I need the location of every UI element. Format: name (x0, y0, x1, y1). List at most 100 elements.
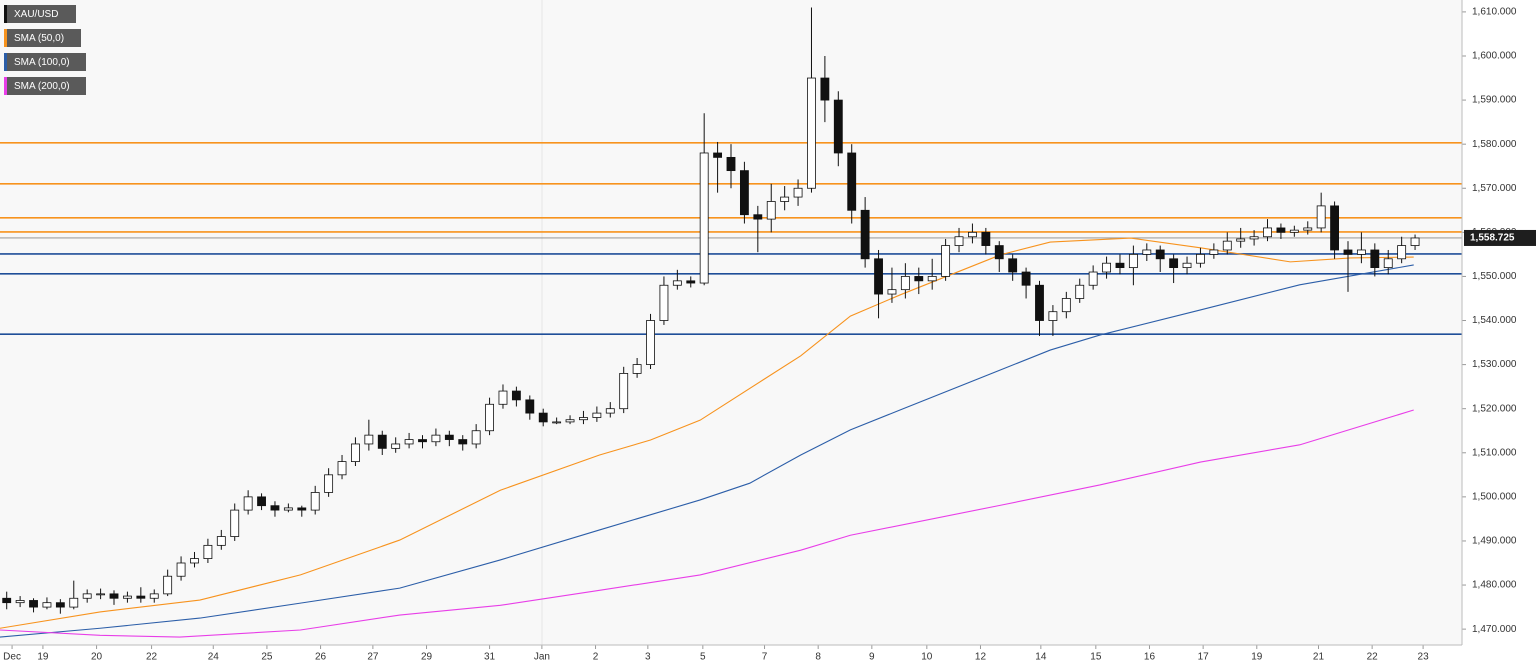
legend-swatch (4, 77, 7, 95)
candle-body (1075, 284, 1085, 299)
x-tick-label: Jan (534, 652, 550, 663)
candle-body (874, 258, 883, 295)
legend-swatch (4, 29, 7, 47)
x-tick-label: 24 (208, 652, 220, 663)
candle-body (1102, 262, 1111, 273)
candle-body (404, 439, 414, 445)
candle-body (927, 276, 937, 282)
candle-body (1196, 253, 1205, 264)
candle-body (1035, 284, 1044, 321)
candle-body (1249, 236, 1259, 240)
legend-box (4, 53, 86, 71)
candle-body (659, 284, 669, 321)
candle-body (981, 231, 991, 246)
last-price-label: 1,558.725 (1470, 233, 1515, 244)
candle-body (29, 600, 38, 608)
y-tick-label: 1,580.000 (1472, 139, 1517, 150)
candle-body (968, 231, 977, 238)
candle-body (552, 421, 562, 424)
legend-box (4, 77, 86, 95)
candle-body (1263, 227, 1272, 238)
x-tick-label: 19 (37, 652, 49, 663)
candle-body (96, 593, 106, 596)
candle-body (1356, 249, 1366, 255)
candle-body (444, 434, 454, 440)
y-tick-label: 1,540.000 (1472, 315, 1517, 326)
candle-body (324, 474, 334, 493)
candle-body (1155, 249, 1165, 260)
candle-body (713, 152, 723, 158)
candle-body (283, 507, 293, 511)
candle-body (914, 276, 924, 282)
candle-body (364, 434, 374, 445)
candle-body (1115, 262, 1125, 269)
legend-label: SMA (100,0) (14, 57, 70, 68)
last-price-box (1464, 229, 1536, 246)
candle-body (270, 505, 280, 511)
x-tick-label: 3 (645, 652, 651, 663)
legend: XAU/USD SMA (50,0) SMA (100,0) SMA (200,0) (4, 5, 86, 95)
candle-body (1383, 258, 1393, 269)
sma-line (0, 264, 1414, 638)
x-tick-label: 29 (421, 652, 433, 663)
y-tick-label: 1,590.000 (1472, 95, 1517, 106)
candle-body (726, 156, 736, 172)
candle-body (1209, 249, 1219, 255)
x-tick-label: 5 (700, 652, 706, 663)
candle-body (122, 595, 132, 599)
x-tick-label: 21 (1313, 652, 1325, 663)
candle-body (1169, 258, 1179, 269)
x-tick-label: 20 (91, 652, 103, 663)
candle-body (431, 434, 441, 443)
candle-body (136, 595, 146, 599)
candle-body (42, 602, 52, 608)
candle-body (780, 196, 790, 202)
x-tick-label: 22 (1367, 652, 1379, 663)
candle-body (1397, 245, 1407, 260)
candle-body (377, 434, 387, 449)
candle-body (15, 600, 25, 604)
candle-body (753, 214, 763, 220)
x-tick-label: 2 (593, 652, 599, 663)
candle-body (1088, 271, 1098, 286)
candle-body (1343, 249, 1353, 255)
candle-body (538, 412, 548, 423)
candle-body (686, 280, 696, 284)
candle-body (887, 289, 897, 295)
y-tick-label: 1,530.000 (1472, 359, 1517, 370)
candle-body (297, 507, 307, 511)
candle-body (860, 209, 870, 260)
candle-body (1410, 237, 1420, 246)
candle-body (807, 77, 816, 189)
candle-body (1276, 227, 1286, 233)
x-tick-label: 14 (1035, 652, 1047, 663)
candle-body (351, 443, 360, 462)
candle-body (498, 390, 508, 405)
candle-body (1330, 205, 1340, 251)
candle-body (243, 496, 253, 511)
candle-body (149, 593, 159, 599)
candle-body (471, 430, 481, 445)
x-tick-label: 15 (1090, 652, 1102, 663)
candle-body (230, 509, 240, 537)
candle-body (1008, 258, 1018, 273)
legend-label: SMA (200,0) (14, 81, 70, 92)
candle-body (1061, 298, 1071, 313)
x-tick-label: 26 (315, 652, 327, 663)
candle-body (176, 562, 186, 577)
candle-body (1128, 253, 1138, 269)
candle-body (672, 280, 682, 286)
x-tick-label: 9 (869, 652, 875, 663)
candle-body (310, 492, 320, 511)
legend-label: SMA (50,0) (14, 33, 64, 44)
candle-body (1182, 262, 1192, 269)
y-tick-label: 1,570.000 (1472, 183, 1517, 194)
x-tick-label: 10 (921, 652, 933, 663)
x-tick-label: 19 (1251, 652, 1263, 663)
candle-body (418, 439, 427, 443)
candle-body (525, 399, 535, 414)
candle-body (954, 236, 964, 246)
candle-body (994, 245, 1004, 260)
x-tick-label: 16 (1144, 652, 1156, 663)
